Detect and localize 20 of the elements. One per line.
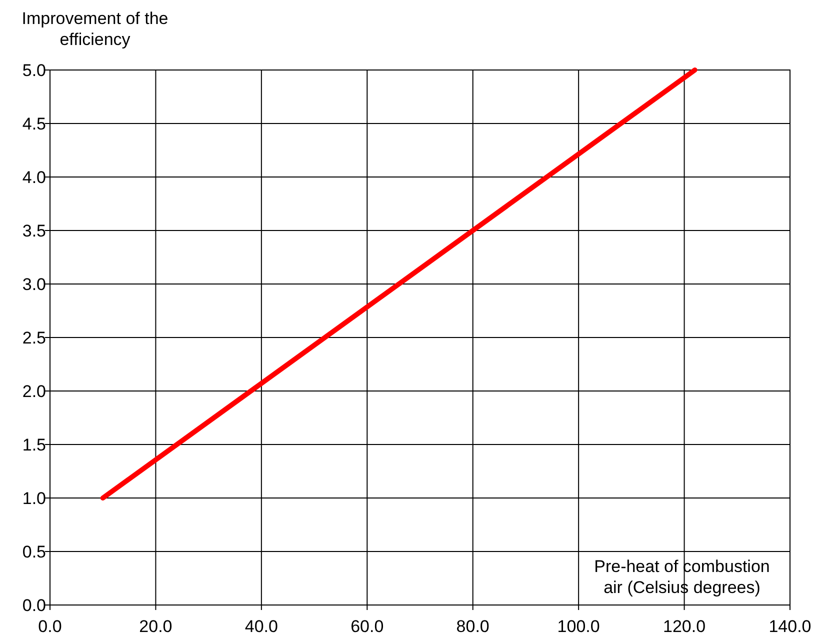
y-tick-label: 4.0: [22, 168, 46, 187]
y-axis-title: Improvement of the efficiency: [22, 9, 168, 49]
y-tick-label: 5.0: [22, 61, 46, 80]
y-tick-label: 1.5: [22, 436, 46, 454]
y-tick-label: 0.0: [22, 596, 46, 615]
y-tick-label: 3.5: [22, 222, 46, 240]
y-tick-label: 3.0: [22, 275, 46, 294]
y-tick-label: 0.5: [22, 542, 46, 562]
x-tick-label: 80.0: [456, 617, 490, 636]
x-tick-label: 120.0: [663, 617, 706, 636]
y-tick-label: 1.0: [22, 489, 46, 508]
y-tick-label: 2.0: [22, 382, 46, 401]
y-tick-label: 2.5: [22, 328, 46, 348]
x-tick-label: 40.0: [244, 617, 278, 636]
y-tick-label: 4.5: [22, 114, 46, 134]
x-tick-label: 60.0: [350, 617, 384, 636]
x-tick-label: 100.0: [557, 617, 600, 636]
x-tick-label: 20.0: [139, 617, 172, 636]
x-tick-label: 140.0: [768, 617, 812, 636]
x-tick-label: 0.0: [38, 617, 62, 636]
